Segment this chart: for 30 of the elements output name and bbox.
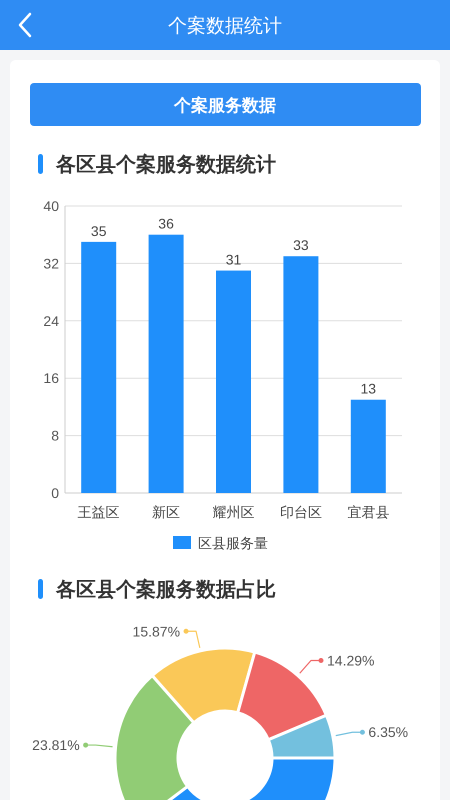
x-tick-label: 新区 bbox=[152, 504, 180, 520]
data-label: 23.81% bbox=[32, 737, 80, 754]
data-label: 14.29% bbox=[327, 652, 374, 669]
y-tick-label: 24 bbox=[43, 312, 60, 329]
data-label: 15.87% bbox=[132, 623, 180, 640]
data-label: 6.35% bbox=[368, 724, 408, 740]
x-tick-label: 宜君县 bbox=[347, 504, 390, 520]
data-label: 36 bbox=[158, 216, 174, 232]
bar bbox=[148, 234, 184, 493]
data-label: 33 bbox=[293, 237, 309, 254]
y-tick-label: 16 bbox=[43, 370, 60, 386]
chart-title: 各区县个案服务数据统计 bbox=[55, 153, 276, 176]
x-tick-label: 印台区 bbox=[280, 504, 322, 520]
bar bbox=[283, 256, 318, 493]
data-label: 31 bbox=[226, 252, 242, 268]
bar bbox=[350, 400, 386, 493]
text: 个案服务数据 bbox=[173, 95, 276, 115]
y-tick-label: 8 bbox=[51, 428, 60, 444]
chart-title: 各区县个案服务数据占比 bbox=[55, 578, 276, 601]
bar bbox=[81, 242, 116, 493]
legend-label: 区县服务量 bbox=[198, 535, 268, 551]
data-label: 13 bbox=[360, 380, 376, 397]
data-label: 35 bbox=[90, 222, 107, 239]
y-tick-label: 0 bbox=[51, 485, 60, 501]
bar bbox=[216, 270, 251, 493]
y-tick-label: 40 bbox=[43, 198, 60, 214]
x-tick-label: 王益区 bbox=[78, 504, 120, 520]
x-tick-label: 耀州区 bbox=[212, 504, 254, 520]
y-tick-label: 32 bbox=[43, 255, 60, 272]
text: 个案数据统计 bbox=[168, 15, 282, 37]
